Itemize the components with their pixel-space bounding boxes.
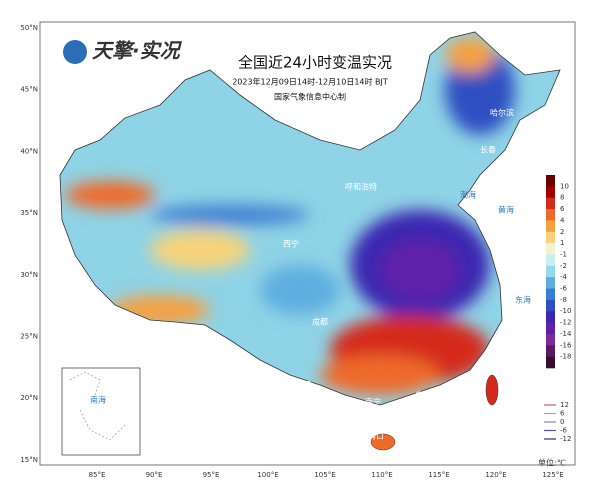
sea: 东海 [515, 295, 531, 305]
lat-label: 25°N [20, 333, 38, 341]
colorbar-label: -8 [560, 296, 567, 304]
colorbar-label: 1 [560, 239, 564, 247]
place: 成都 [312, 317, 328, 327]
colorbar-swatch [546, 243, 555, 255]
lon-label: 100°E [257, 471, 278, 479]
border [59, 31, 561, 406]
contour-label: 6 [560, 410, 565, 418]
colorbar-swatch [546, 322, 555, 335]
colorbar-swatch [546, 299, 555, 312]
colorbar-label: -2 [560, 262, 567, 270]
place: 台北 [500, 365, 516, 375]
place: 广州 [415, 390, 431, 400]
inset-box [61, 367, 141, 456]
colorbar-swatch [546, 209, 555, 221]
place: 哈尔滨 [490, 108, 514, 118]
place: 南宁 [365, 397, 381, 407]
colorbar-label: -18 [560, 353, 571, 361]
sea: 黄海 [498, 205, 514, 215]
colorbar-swatch [546, 333, 555, 346]
colorbar-swatch [546, 356, 555, 369]
lon-label: 85°E [89, 471, 106, 479]
place: 长春 [480, 145, 496, 155]
lon-label: 110°E [371, 471, 392, 479]
place: 香港 [428, 409, 444, 419]
colorbar-label: 4 [560, 216, 565, 224]
lon-label: 125°E [542, 471, 563, 479]
place: 海口 [368, 431, 384, 441]
colorbar-swatch [546, 197, 555, 210]
colorbar-label: -6 [560, 285, 568, 293]
colorbar-swatch [546, 265, 555, 278]
colorbar-swatch [546, 175, 555, 187]
unit: 单位:℃ [538, 458, 566, 468]
lat-label: 50°N [20, 24, 38, 32]
lon-label: 95°E [203, 471, 220, 479]
lon-label: 90°E [146, 471, 163, 479]
colorbar-swatch [546, 277, 555, 289]
colorbar-label: -4 [560, 273, 568, 281]
contour-label: -6 [560, 427, 568, 435]
colorbar-label: 8 [560, 194, 564, 202]
logo: 天擎·实况 [92, 39, 183, 63]
lat-label: 35°N [20, 209, 38, 217]
lon-label: 115°E [428, 471, 449, 479]
sea: 渤海 [460, 190, 476, 200]
colorbar-label: 2 [560, 228, 564, 236]
title: 全国近24小时变温实况 [238, 54, 392, 72]
contour-label: -12 [560, 435, 571, 443]
contour-label: 12 [560, 401, 569, 409]
colorbar-swatch [546, 220, 555, 233]
contour-label: 0 [560, 418, 564, 426]
lat-label: 40°N [20, 147, 38, 155]
colorbar-label: 10 [560, 182, 569, 190]
colorbar-swatch [546, 288, 555, 301]
place: 昆明 [295, 381, 311, 390]
colorbar-swatch [546, 186, 555, 199]
credit: 国家气象信息中心制 [274, 92, 346, 102]
place: 西宁 [283, 239, 299, 249]
inset-line [69, 371, 126, 441]
colorbar-label: -1 [560, 250, 567, 258]
subtitle: 2023年12月09日14时-12月10日14时 BJT [232, 77, 388, 87]
logo-icon [63, 40, 87, 64]
colorbar-swatch [546, 254, 555, 267]
lat-label: 30°N [20, 271, 38, 279]
lat-label: 15°N [20, 456, 38, 464]
taiwan [485, 374, 499, 406]
lat-label: 45°N [20, 86, 38, 94]
colorbar-swatch [546, 231, 555, 244]
colorbar-swatch [546, 311, 555, 323]
colorbar-swatch [546, 345, 555, 357]
lon-label: 105°E [314, 471, 335, 479]
colorbar-label: -12 [560, 319, 571, 327]
places: 哈尔滨 长春 呼和浩特 西宁 成都 昆明 南宁 广州 香港 海口 台北 东海 黄… [90, 108, 531, 441]
lon-label: 120°E [485, 471, 506, 479]
place: 呼和浩特 [345, 182, 377, 192]
colorbar-label: 6 [560, 205, 565, 213]
colorbar-label: -16 [560, 341, 572, 349]
colorbar-label: -14 [560, 330, 572, 338]
colorbar-label: -10 [560, 307, 571, 315]
hainan [370, 433, 396, 451]
lat-label: 20°N [20, 394, 38, 402]
sea: 南海 [90, 395, 106, 405]
